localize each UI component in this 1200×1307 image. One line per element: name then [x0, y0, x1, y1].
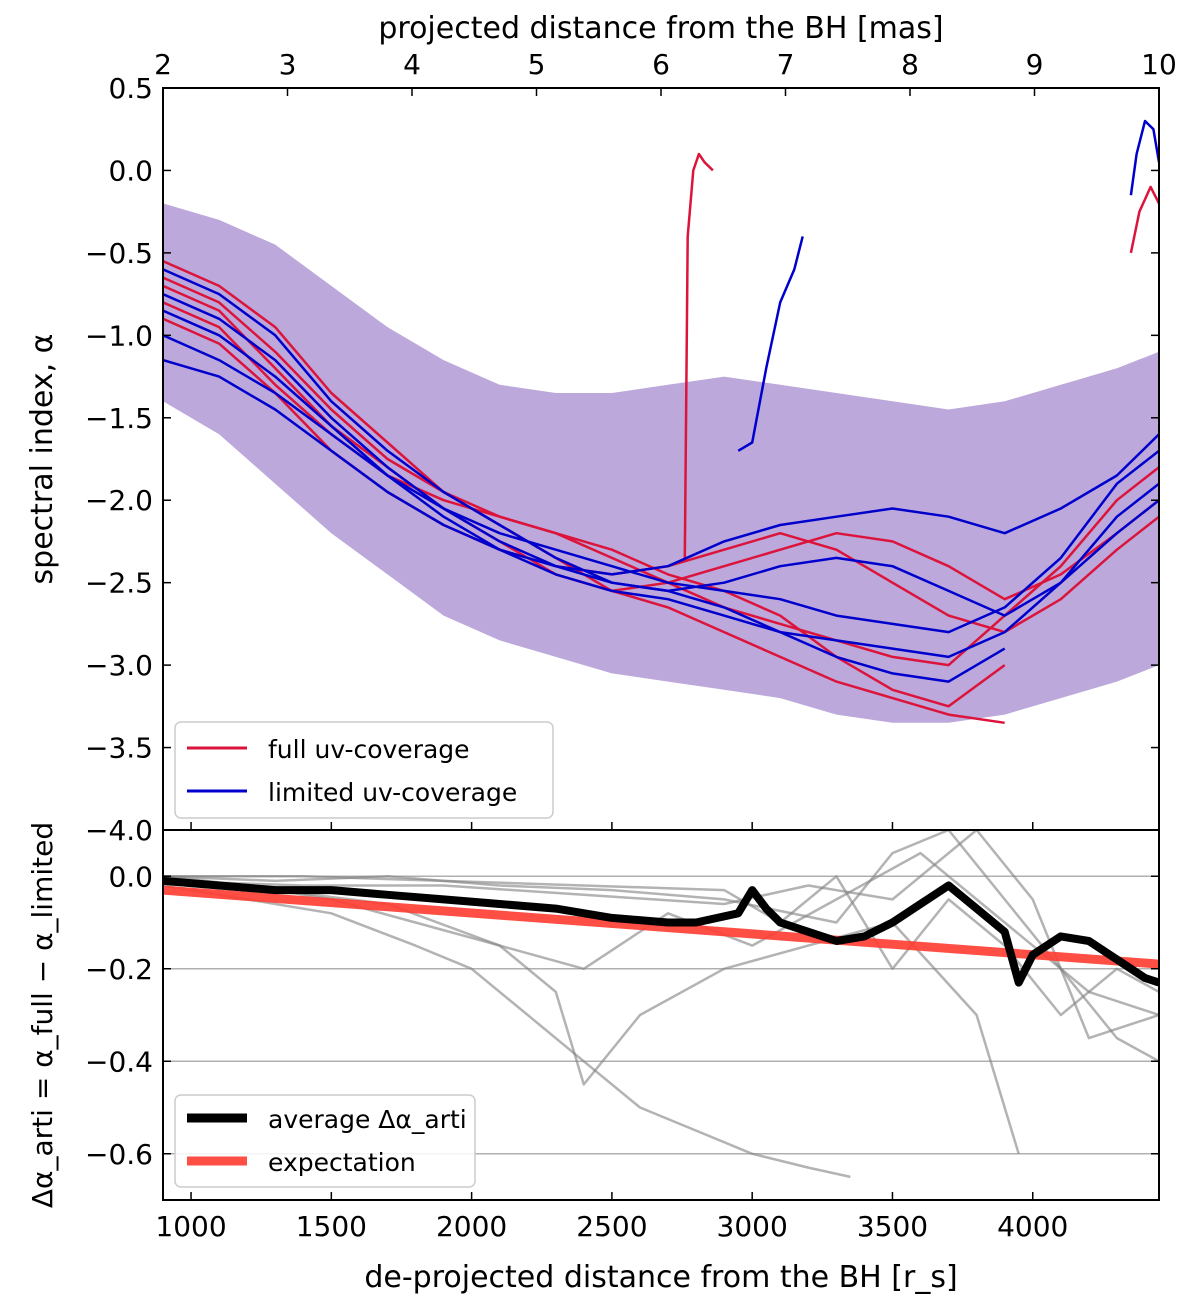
series-line-12	[737, 236, 804, 452]
y-tick-label: −4.0	[85, 814, 153, 847]
x-tick-label: 2000	[436, 1210, 507, 1243]
y-tick-label: −0.2	[85, 953, 153, 986]
series-line-6	[1129, 185, 1159, 254]
top-x-tick-label: 7	[777, 48, 795, 81]
top-legend: full uv-coverage limited uv-coverage	[174, 721, 554, 819]
y-tick-label: −1.0	[85, 319, 153, 352]
y-tick-label: 0.5	[108, 72, 153, 105]
y-tick-label: 0.0	[108, 860, 153, 893]
expectation-line	[163, 885, 1159, 969]
bottom-x-ticks: 1000 1500 2000 2500 3000 3500 4000	[155, 822, 1068, 1243]
top-x-tick-label: 2	[154, 48, 172, 81]
legend-label-expectation: expectation	[268, 1148, 416, 1177]
bottom-legend: average Δα_arti expectation	[174, 1094, 476, 1188]
bottom-panel-frame	[162, 829, 1160, 1201]
bottom-panel: 0.0 −0.2 −0.4 −0.6 1000 1500 2000 2500 3000 3500…	[26, 822, 1160, 1295]
y-tick-label: −3.5	[85, 732, 153, 765]
top-y-axis-label: spectral index, α	[25, 334, 60, 585]
series-line-11	[163, 358, 1006, 683]
y-tick-label: −2.5	[85, 567, 153, 600]
legend-label-full: full uv-coverage	[268, 735, 470, 764]
series-line-9	[163, 309, 1159, 659]
top-axis-label: projected distance from the BH [mas]	[378, 11, 943, 46]
y-tick-label: −3.0	[85, 649, 153, 682]
series-line-3	[163, 301, 1006, 708]
y-tick-label: −1.5	[85, 402, 153, 435]
individual-line-4	[163, 875, 1159, 1017]
x-tick-label: 3500	[857, 1210, 928, 1243]
individual-line-5	[163, 830, 1159, 1040]
top-x-tick-label: 6	[652, 48, 670, 81]
top-legend-box	[174, 721, 554, 819]
y-tick-label: −0.4	[85, 1045, 153, 1078]
x-tick-label: 3000	[717, 1210, 788, 1243]
series-line-8	[163, 292, 1159, 576]
uncertainty-bands	[163, 203, 1159, 723]
top-x-tick-label: 5	[528, 48, 546, 81]
legend-label-limited: limited uv-coverage	[268, 778, 517, 807]
y-tick-label: −2.0	[85, 484, 153, 517]
uncertainty-band	[163, 203, 1159, 723]
spectral-index-series	[163, 119, 1159, 725]
top-panel: 0.5 0.0 −0.5 −1.0 −1.5 −2.0 −2.5 −3.0 −3.5 −4.0 2…	[25, 11, 1177, 847]
top-x-tick-label: 10	[1141, 48, 1177, 81]
y-tick-label: −0.5	[85, 237, 153, 270]
legend-label-average: average Δα_arti	[268, 1105, 467, 1134]
x-tick-label: 4000	[997, 1210, 1068, 1243]
top-x-tick-label: 8	[901, 48, 919, 81]
top-x-tick-label: 9	[1026, 48, 1044, 81]
y-tick-label: 0.0	[108, 154, 153, 187]
top-y-ticks: 0.5 0.0 −0.5 −1.0 −1.5 −2.0 −2.5 −3.0 −3.5 −4.0	[85, 72, 1159, 847]
x-tick-label: 1000	[155, 1210, 226, 1243]
individual-line-1	[163, 884, 851, 1179]
x-tick-label: 2500	[576, 1210, 647, 1243]
y-tick-label: −0.6	[85, 1138, 153, 1171]
top-x-ticks: 2 3 4 5 6 7 8 9 10	[154, 48, 1177, 96]
top-x-tick-label: 3	[279, 48, 297, 81]
bottom-x-axis-label: de-projected distance from the BH [r_s]	[364, 1260, 957, 1295]
top-x-tick-label: 4	[403, 48, 421, 81]
bottom-legend-box	[174, 1094, 476, 1188]
delta-alpha-series	[163, 830, 1159, 1179]
series-line-10	[163, 334, 1159, 634]
x-tick-label: 1500	[296, 1210, 367, 1243]
series-line-5	[683, 152, 714, 558]
bottom-y-axis-label: Δα_arti = α_full − α_limited	[26, 822, 59, 1208]
bottom-y-ticks: 0.0 −0.2 −0.4 −0.6	[85, 860, 1159, 1171]
series-line-13	[1129, 119, 1159, 196]
average-line	[163, 876, 1159, 987]
